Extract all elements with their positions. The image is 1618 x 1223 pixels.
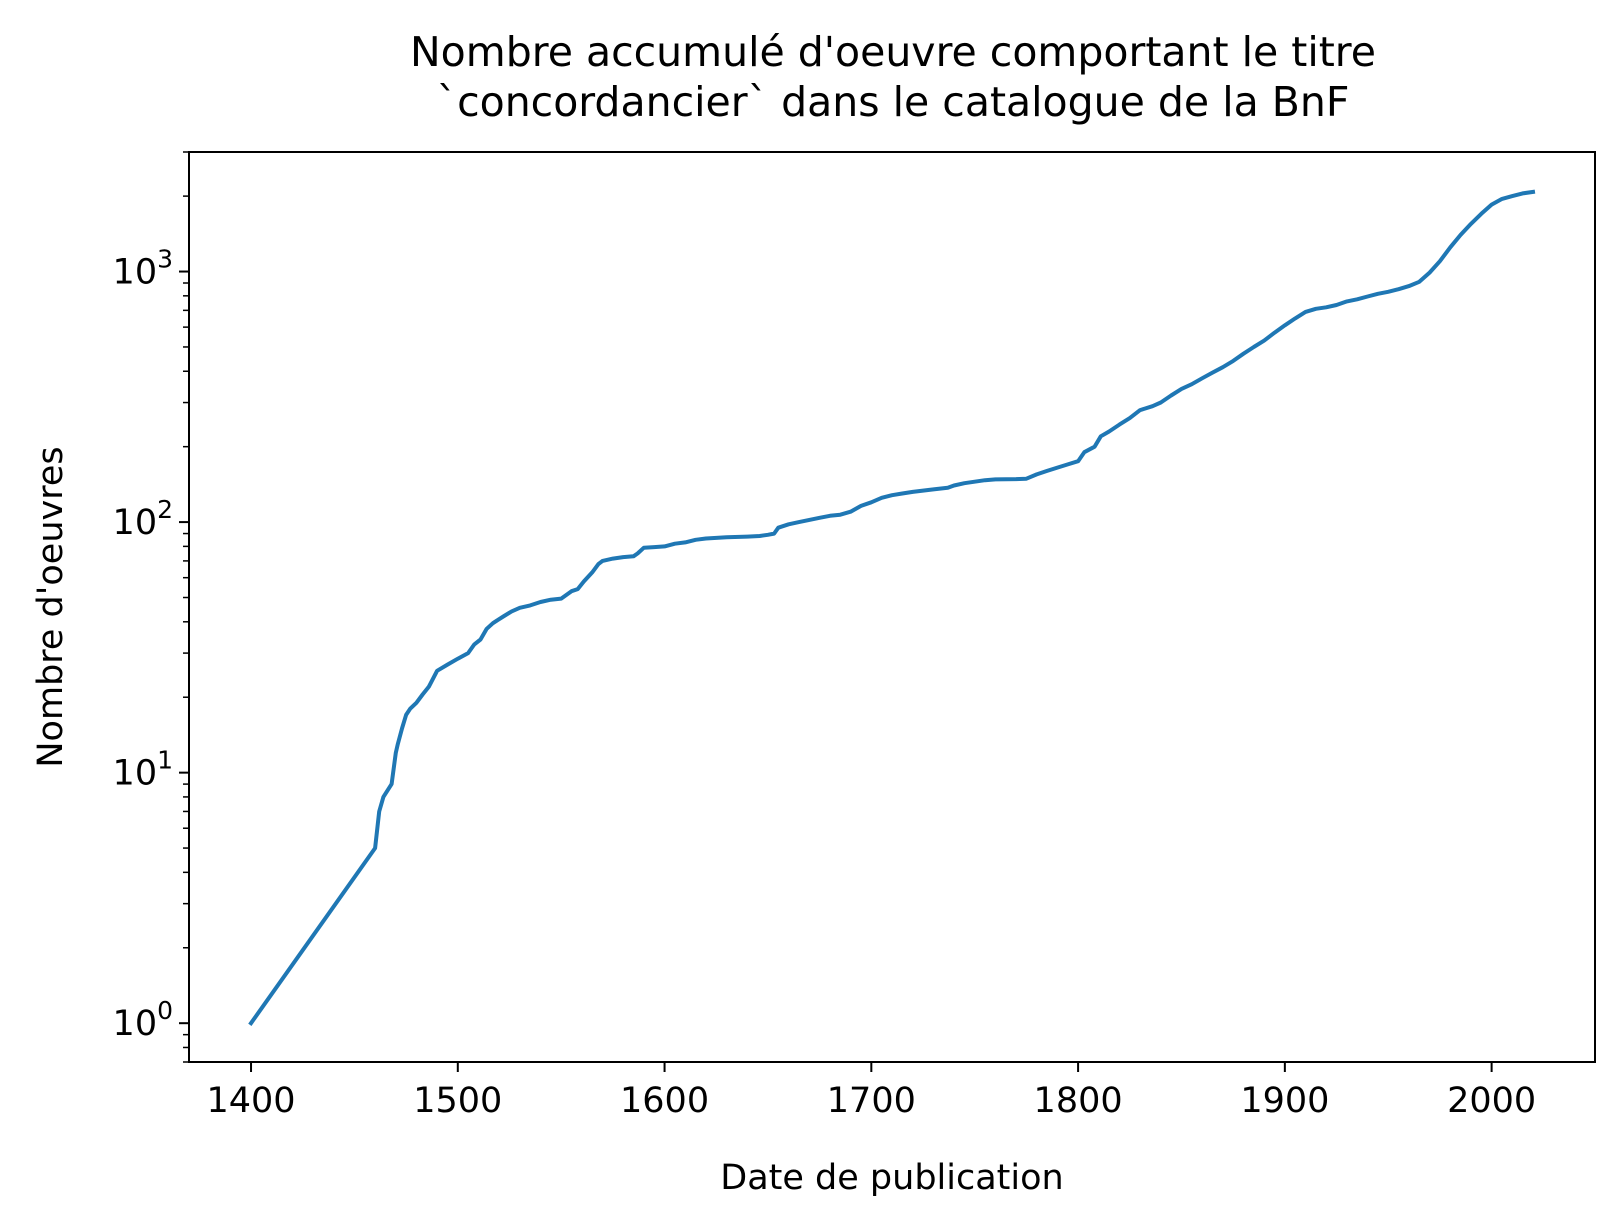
x-tick-label: 1600 [620,1081,709,1121]
ticks-layer: 1400 1500 1600 1700 1800 1900 2000 100 101 102 103 [113,151,1536,1121]
chart-title-line-2: `concordancier` dans le catalogue de la … [437,78,1350,126]
x-tick-label: 2000 [1447,1081,1536,1121]
x-tick-label: 1800 [1034,1081,1123,1121]
y-axis-label: Nombre d'oeuvres [31,446,71,767]
chart-title-line-1: Nombre accumulé d'oeuvre comportant le t… [410,28,1376,76]
y-tick-label: 100 [113,996,173,1044]
x-axis-label: Date de publication [720,1158,1063,1198]
y-tick-label: 103 [113,245,173,293]
x-tick-label: 1700 [827,1081,916,1121]
y-tick-label: 102 [113,495,173,543]
x-tick-label: 1500 [413,1081,502,1121]
series-layer [248,189,1536,1026]
y-tick-label: 101 [113,746,173,794]
x-tick-label: 1400 [206,1081,295,1121]
x-tick-label: 1900 [1240,1081,1329,1121]
plot-area-frame [188,151,1596,1063]
series-line [248,189,1536,1026]
